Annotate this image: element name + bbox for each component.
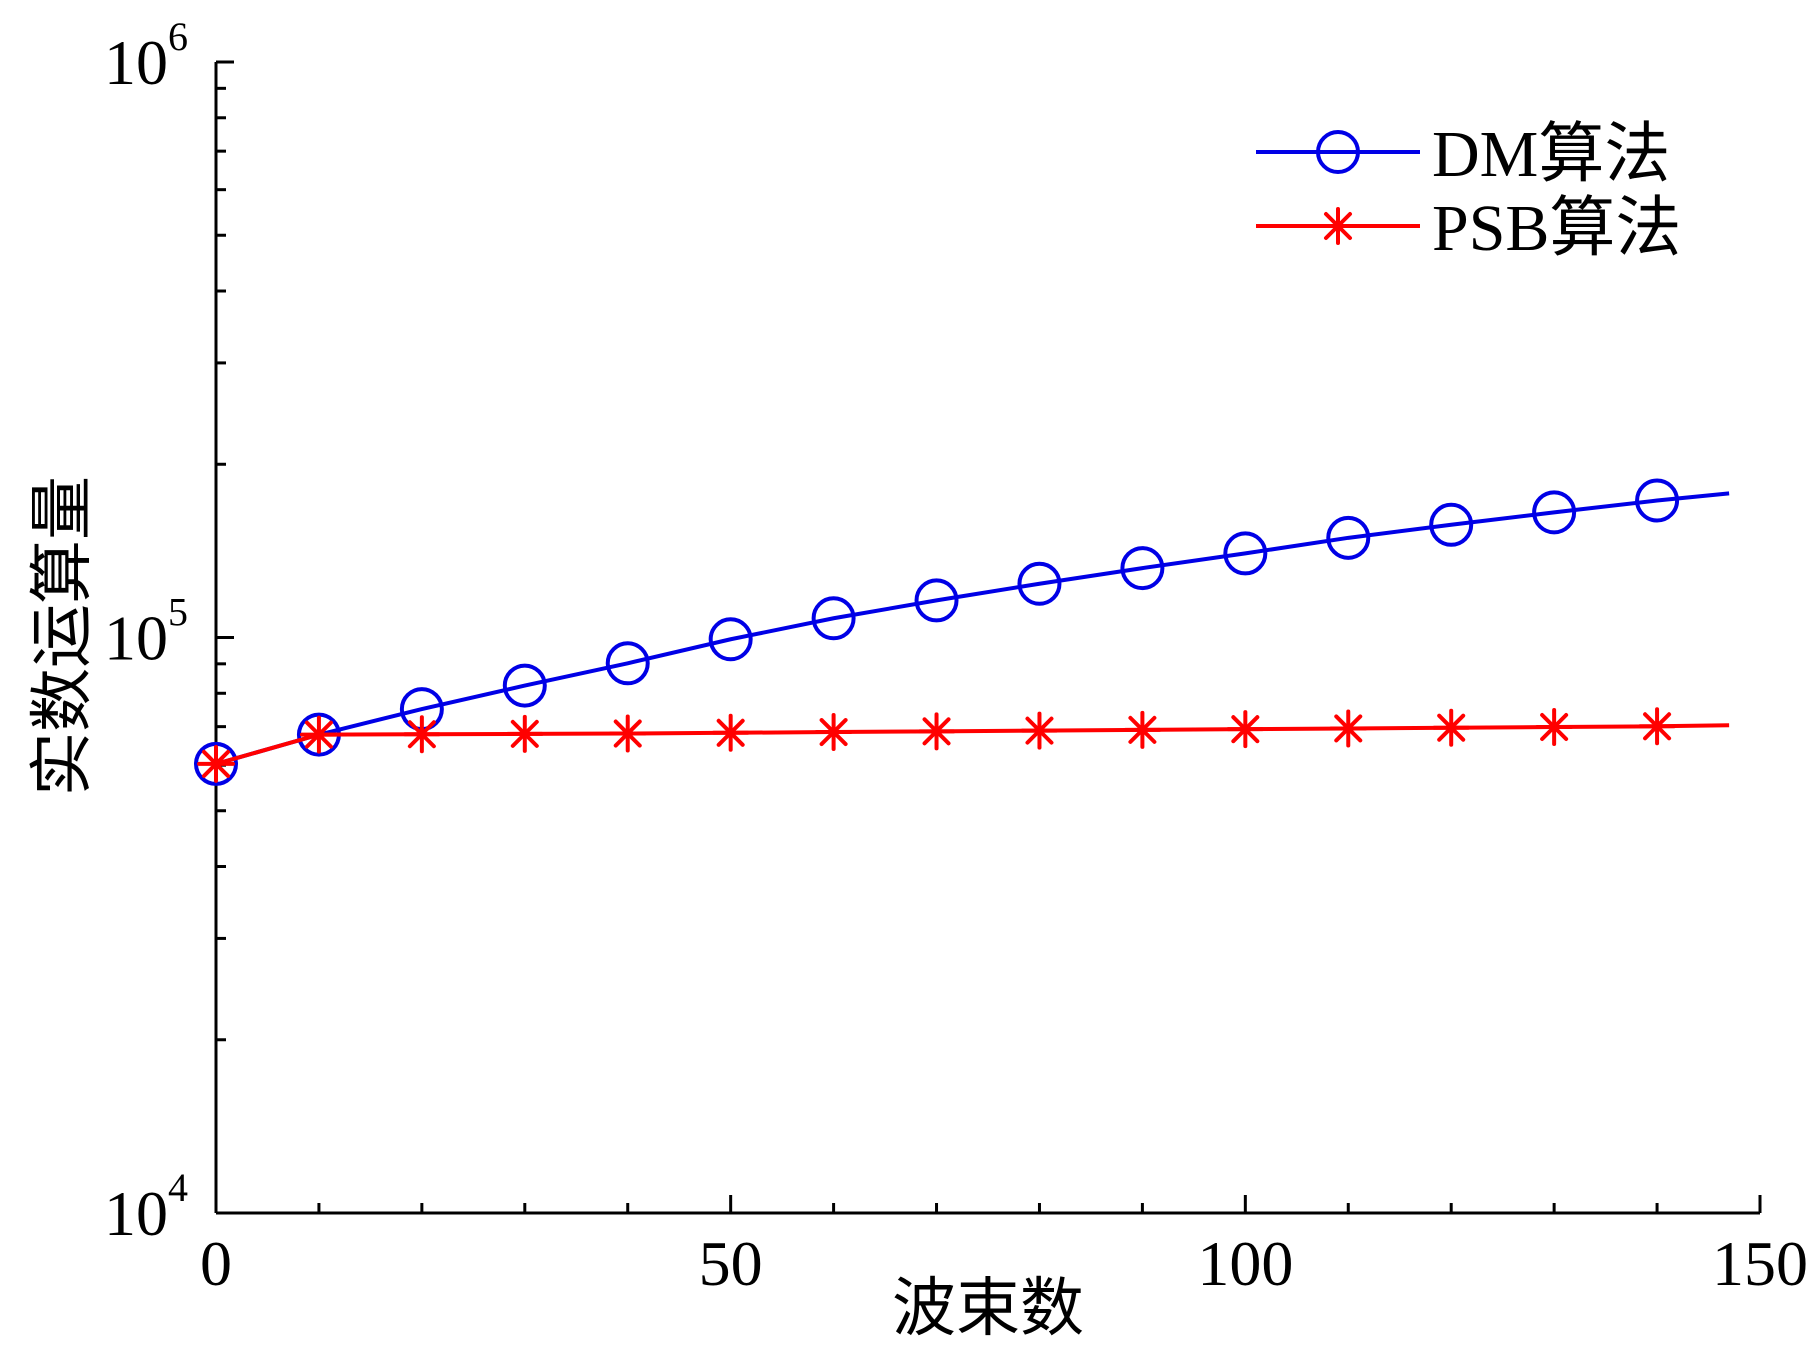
data-point bbox=[914, 578, 959, 623]
x-ticks: 0 50 100 150 bbox=[200, 1195, 1808, 1299]
data-point bbox=[1226, 710, 1265, 749]
data-point bbox=[1326, 515, 1371, 560]
y-ticks: 104 105 106 bbox=[104, 14, 234, 1249]
data-point bbox=[1123, 710, 1162, 749]
data-point bbox=[708, 617, 753, 662]
data-point bbox=[194, 741, 238, 786]
data-point bbox=[1329, 709, 1368, 748]
x-tick-label: 100 bbox=[1197, 1228, 1293, 1299]
legend-label: PSB算法 bbox=[1432, 192, 1681, 265]
legend-label: DM算法 bbox=[1432, 118, 1670, 191]
data-point bbox=[402, 715, 441, 754]
data-point bbox=[1120, 546, 1165, 591]
data-point bbox=[1020, 711, 1059, 750]
y-axis-title: 实数运算量 bbox=[26, 476, 100, 796]
series-line-1 bbox=[215, 491, 1730, 766]
data-point bbox=[605, 641, 650, 686]
y-tick-label: 104 bbox=[104, 1165, 188, 1249]
data-point bbox=[1017, 561, 1062, 606]
x-axis-title: 波束数 bbox=[892, 1272, 1084, 1346]
data-point bbox=[811, 596, 856, 641]
data-point bbox=[814, 713, 853, 752]
y-tick-label: 106 bbox=[104, 14, 188, 98]
data-point bbox=[197, 744, 235, 783]
data-point bbox=[917, 712, 956, 751]
data-point bbox=[1223, 531, 1268, 576]
legend-marker bbox=[1319, 207, 1357, 245]
x-tick-label: 50 bbox=[699, 1228, 763, 1299]
x-tick-label: 0 bbox=[200, 1228, 232, 1299]
series-layer bbox=[194, 478, 1730, 786]
data-point bbox=[1535, 708, 1574, 747]
series-markers-2 bbox=[197, 707, 1677, 783]
data-point bbox=[608, 714, 647, 753]
data-point bbox=[1432, 708, 1471, 747]
data-point bbox=[711, 713, 750, 752]
series-line-2 bbox=[215, 723, 1730, 766]
data-point bbox=[1638, 707, 1677, 746]
data-point bbox=[1429, 502, 1474, 547]
data-point bbox=[502, 663, 547, 708]
data-point bbox=[299, 715, 338, 754]
legend-marker bbox=[1316, 130, 1360, 174]
data-point bbox=[505, 714, 544, 753]
data-point bbox=[1532, 490, 1577, 535]
x-tick-label: 150 bbox=[1712, 1228, 1808, 1299]
data-point bbox=[1635, 478, 1680, 523]
y-tick-label: 105 bbox=[104, 590, 188, 674]
